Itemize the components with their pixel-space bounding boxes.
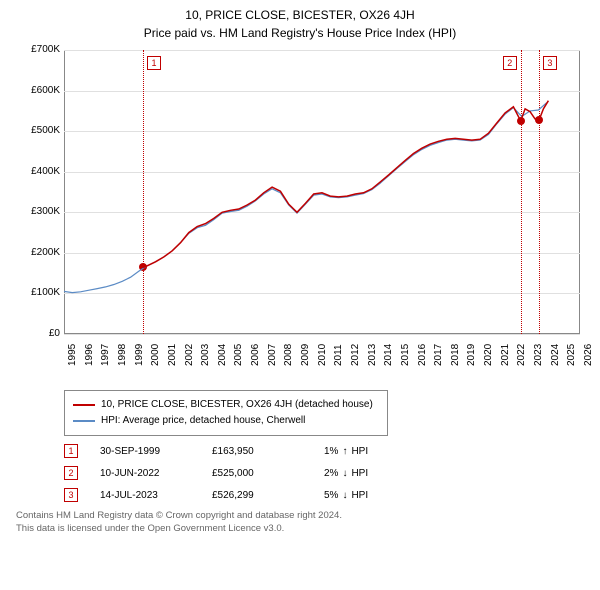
events-table: 1 30-SEP-1999 £163,950 1% ↑ HPI 2 10-JUN-2022 £5… [64,444,584,502]
event-price: £526,299 [212,490,302,501]
event-diff-suffix: HPI [351,468,368,479]
event-marker-box: 1 [64,444,78,458]
legend-row: 10, PRICE CLOSE, BICESTER, OX26 4JH (det… [73,397,379,413]
legend-label: HPI: Average price, detached house, Cher… [101,413,305,429]
event-price: £163,950 [212,446,302,457]
event-row: 2 10-JUN-2022 £525,000 2% ↓ HPI [64,466,584,480]
footer-line-1: Contains HM Land Registry data © Crown c… [16,510,584,523]
legend-swatch [73,420,95,422]
event-marker-box: 2 [64,466,78,480]
event-diff: 5% ↓ HPI [324,490,368,501]
series-svg [16,46,584,386]
event-diff-suffix: HPI [351,446,368,457]
event-date: 14-JUL-2023 [100,490,190,501]
legend-swatch [73,404,95,406]
footer-attribution: Contains HM Land Registry data © Crown c… [16,510,584,536]
event-diff-pct: 2% [324,468,338,479]
event-row: 3 14-JUL-2023 £526,299 5% ↓ HPI [64,488,584,502]
event-diff-pct: 1% [324,446,338,457]
event-diff: 2% ↓ HPI [324,468,368,479]
chart-area: £0£100K£200K£300K£400K£500K£600K£700K199… [16,46,584,386]
legend-label: 10, PRICE CLOSE, BICESTER, OX26 4JH (det… [101,397,373,413]
event-row: 1 30-SEP-1999 £163,950 1% ↑ HPI [64,444,584,458]
x-tick-label: 2026 [583,344,594,366]
event-diff: 1% ↑ HPI [324,446,368,457]
event-date: 30-SEP-1999 [100,446,190,457]
legend: 10, PRICE CLOSE, BICESTER, OX26 4JH (det… [64,390,388,436]
series-hpi [64,103,547,293]
chart-title-address: 10, PRICE CLOSE, BICESTER, OX26 4JH [16,8,584,22]
event-marker-box: 3 [64,488,78,502]
arrow-down-icon: ↓ [342,468,347,479]
event-diff-suffix: HPI [351,490,368,501]
arrow-up-icon: ↑ [342,446,347,457]
chart-title-desc: Price paid vs. HM Land Registry's House … [16,26,584,40]
event-price: £525,000 [212,468,302,479]
arrow-down-icon: ↓ [342,490,347,501]
event-diff-pct: 5% [324,490,338,501]
event-date: 10-JUN-2022 [100,468,190,479]
legend-row: HPI: Average price, detached house, Cher… [73,413,379,429]
footer-line-2: This data is licensed under the Open Gov… [16,523,584,536]
series-price-paid [143,101,548,268]
